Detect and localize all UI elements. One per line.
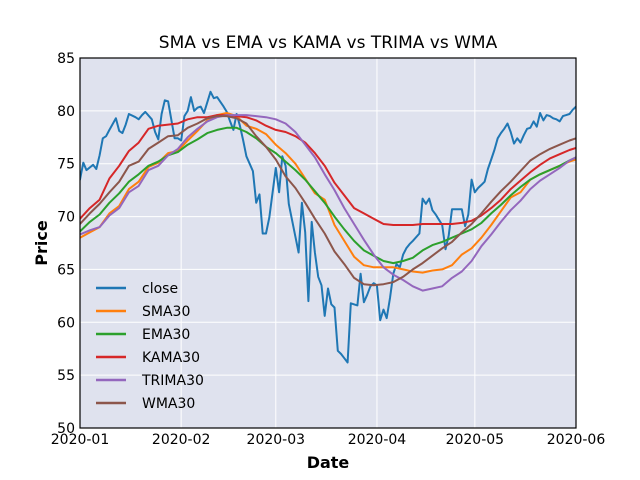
y-tick-label: 55: [57, 368, 75, 384]
legend-label-wma30: WMA30: [142, 396, 195, 412]
legend-label-kama30: KAMA30: [142, 350, 200, 366]
series-line-kama30: [80, 114, 576, 226]
y-tick-label: 60: [57, 315, 75, 331]
x-axis-label: Date: [307, 453, 350, 472]
x-tick-label: 2020-03: [247, 432, 306, 448]
series-lines: [80, 90, 576, 364]
legend-label-ema30: EMA30: [142, 327, 190, 343]
series-line-trima30: [80, 114, 576, 292]
y-axis-label: Price: [32, 220, 51, 266]
y-tick-label: 75: [57, 157, 75, 173]
y-tick-label: 65: [57, 262, 75, 278]
legend-label-close: close: [142, 281, 178, 297]
x-tick-label: 2020-04: [348, 432, 407, 448]
legend-label-trima30: TRIMA30: [141, 373, 204, 389]
y-axis-ticks: 50 55 60 65 70 75 80 85: [57, 51, 75, 437]
plot-frame: [79, 57, 577, 429]
legend: close SMA30 EMA30 KAMA30 TRIMA30 WMA30: [96, 281, 204, 412]
legend-label-sma30: SMA30: [142, 304, 190, 320]
series-line-ema30: [80, 126, 576, 265]
x-tick-label: 2020-05: [446, 432, 505, 448]
chart-title: SMA vs EMA vs KAMA vs TRIMA vs WMA: [159, 33, 498, 53]
series-line-wma30: [80, 115, 576, 287]
y-tick-label: 50: [57, 421, 75, 437]
y-tick-label: 70: [57, 210, 75, 226]
y-tick-label: 85: [57, 51, 75, 67]
series-line-close: [80, 90, 576, 364]
x-axis-ticks: 2020-01 2020-02 2020-03 2020-04 2020-05 2020-…: [51, 432, 606, 448]
plot-area: [80, 58, 576, 428]
x-tick-label: 2020-06: [547, 432, 606, 448]
x-tick-label: 2020-01: [51, 432, 110, 448]
x-tick-label: 2020-02: [152, 432, 211, 448]
y-tick-label: 80: [57, 104, 75, 120]
